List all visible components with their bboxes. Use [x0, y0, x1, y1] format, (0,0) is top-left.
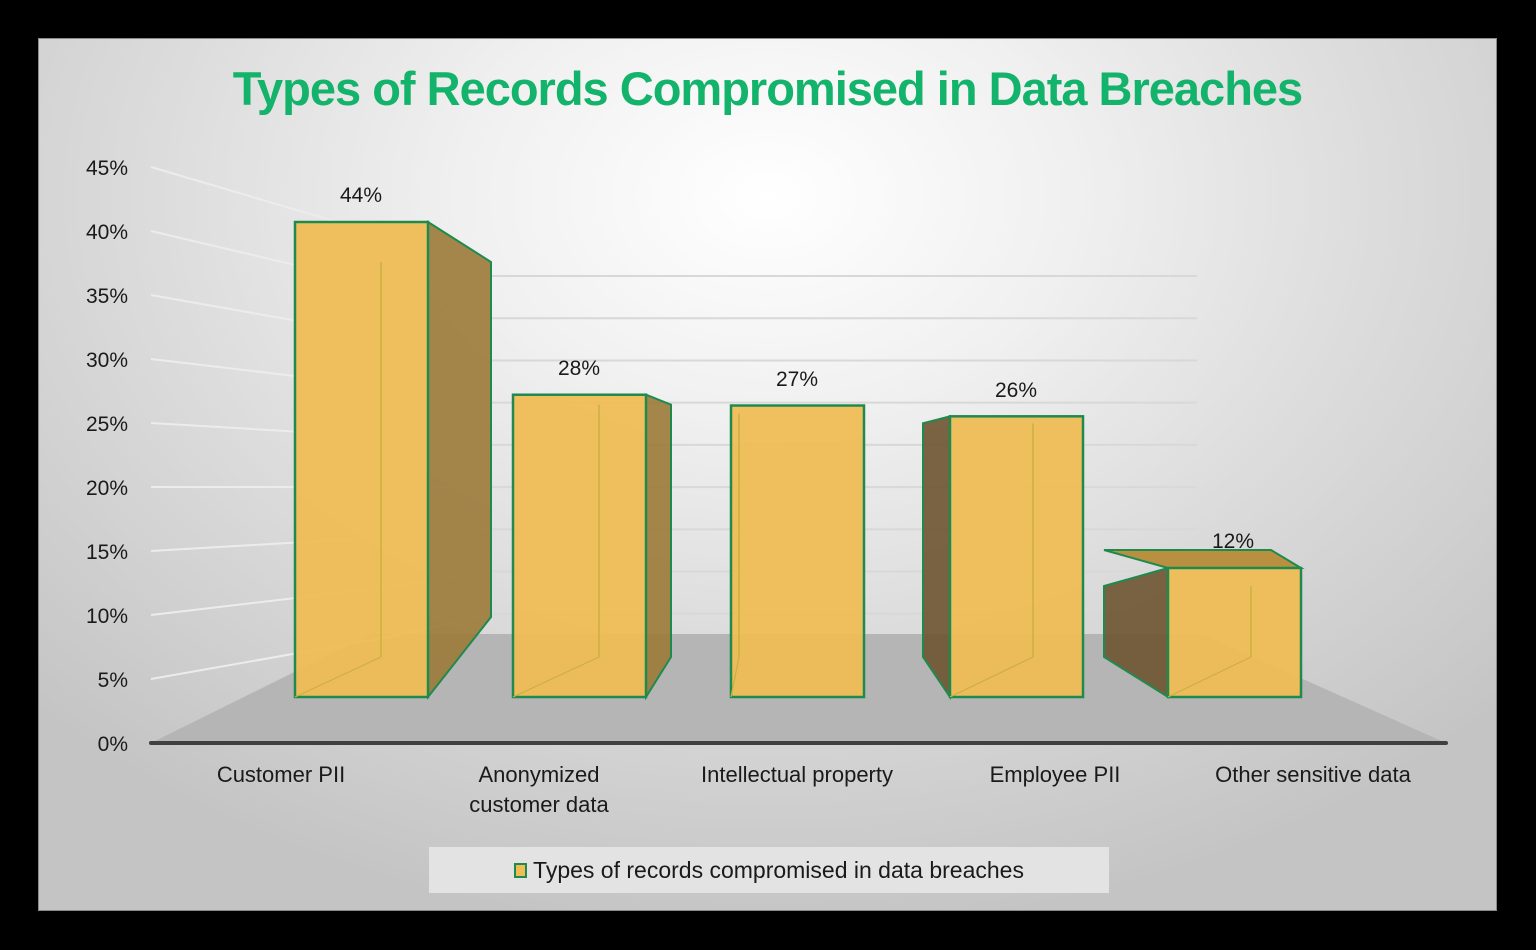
y-tick-label: 30%	[86, 349, 128, 372]
bar-side-face	[645, 393, 672, 701]
bar-front-face	[511, 393, 648, 699]
x-tick-label: Customer PII	[217, 762, 345, 787]
bar-front-face	[729, 404, 866, 699]
data-label: 44%	[340, 184, 382, 207]
bar	[511, 393, 672, 701]
bar-side-face	[427, 220, 492, 700]
bar	[922, 415, 1085, 701]
bar	[1103, 549, 1305, 699]
y-tick-label: 10%	[86, 605, 128, 628]
bar-front-face	[1166, 566, 1303, 699]
bar-side-face	[922, 415, 951, 701]
y-tick-label: 25%	[86, 413, 128, 436]
plot-area: 0% 5% 10% 15% 20% 25% 30% 35% 40% 45% 44% 28% 27% 26%…	[86, 157, 1448, 817]
bar	[293, 220, 492, 700]
legend-swatch-icon	[514, 862, 528, 878]
y-tick-label: 45%	[86, 157, 128, 180]
bar-top-face	[1103, 549, 1305, 569]
bar-front-face	[948, 415, 1085, 699]
data-label: 12%	[1212, 530, 1254, 553]
x-tick-label: Other sensitive data	[1215, 762, 1411, 787]
y-tick-label: 15%	[86, 541, 128, 564]
bar	[729, 404, 866, 699]
y-tick-label: 40%	[86, 221, 128, 244]
data-label: 27%	[776, 368, 818, 391]
chart-title: Types of Records Compromised in Data Bre…	[232, 62, 1303, 115]
y-tick-label: 35%	[86, 285, 128, 308]
data-label: 26%	[995, 379, 1037, 402]
x-tick-label: Intellectual property	[701, 762, 893, 787]
x-tick-label: customer data	[469, 792, 609, 817]
y-tick-label: 0%	[98, 733, 128, 756]
y-tick-label: 20%	[86, 477, 128, 500]
legend: Types of records compromised in data bre…	[429, 847, 1109, 893]
y-tick-label: 5%	[98, 669, 128, 692]
x-tick-label: Employee PII	[990, 762, 1121, 787]
data-label: 28%	[558, 357, 600, 380]
legend-label: Types of records compromised in data bre…	[533, 856, 1024, 883]
x-tick-label: Anonymized	[478, 762, 599, 787]
bar-front-face	[293, 220, 430, 699]
chart-frame: Types of Records Compromised in Data Bre…	[38, 38, 1497, 911]
